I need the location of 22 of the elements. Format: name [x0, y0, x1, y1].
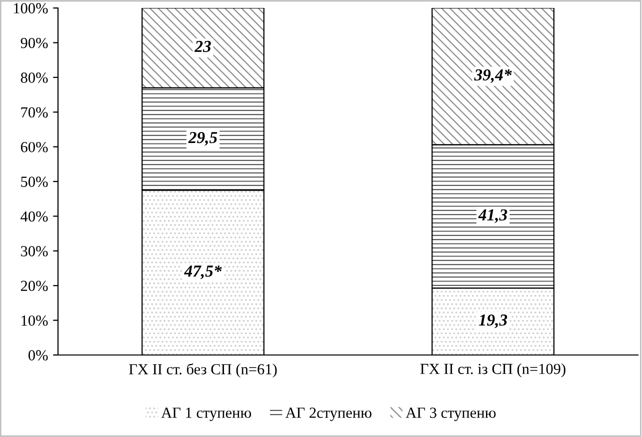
y-tick-label: 40% — [20, 211, 48, 222]
y-tick-label: 90% — [20, 38, 48, 48]
x-tick-label: ГХ II ст. із СП (n=109) — [420, 363, 566, 378]
legend-label: АГ 2ступеню — [285, 408, 372, 422]
data-label: 39,4* — [474, 69, 512, 83]
y-tick-label: 20% — [20, 280, 48, 292]
y-tick-label: 0% — [28, 350, 48, 360]
y-tick-label: 60% — [20, 142, 48, 152]
y-tick-label: 80% — [20, 72, 48, 83]
data-label: 23 — [194, 40, 211, 52]
y-tick-label: 50% — [21, 176, 48, 187]
y-tick-label: 30% — [21, 246, 48, 256]
y-tick-label: 10% — [22, 315, 48, 326]
data-label: 41,3 — [478, 209, 508, 223]
data-label: 29,5 — [188, 132, 218, 146]
y-tick-label: 70% — [21, 107, 48, 118]
y-tick-label: 100% — [14, 3, 48, 14]
x-tick-label: ГХ II ст. без СП (n=61) — [129, 363, 277, 378]
legend-label: АГ 3 ступеню — [406, 408, 496, 422]
data-label: 19,3 — [478, 314, 508, 328]
legend-label: АГ 1 ступеню — [161, 408, 252, 422]
data-label: 47,5* — [184, 265, 222, 280]
